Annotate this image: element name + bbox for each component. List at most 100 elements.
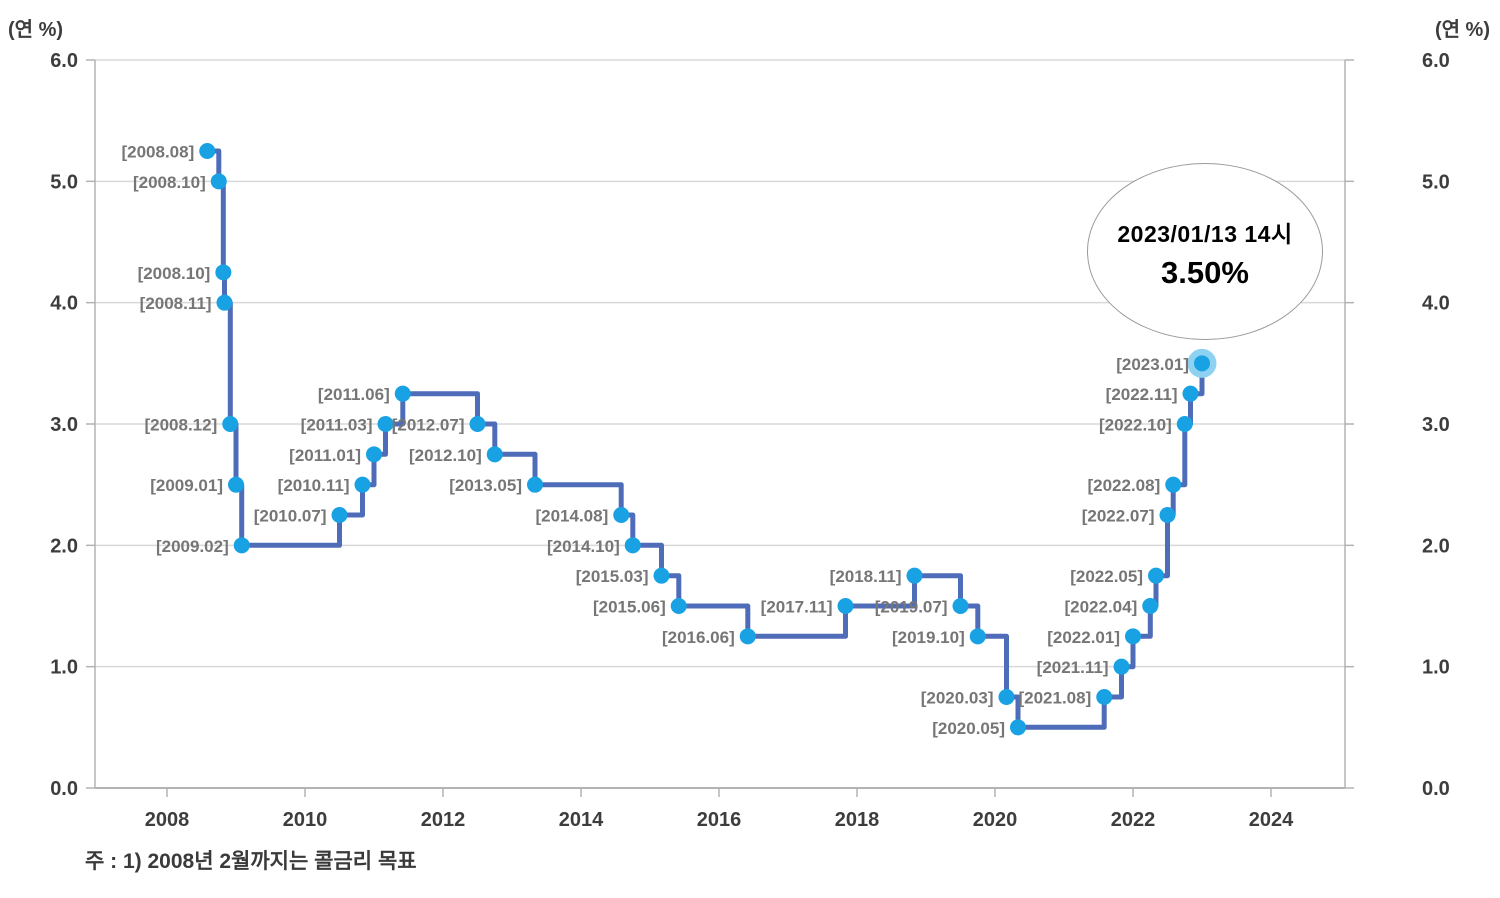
data-point-label: [2022.08]	[1087, 476, 1160, 495]
data-point-marker	[1182, 385, 1199, 402]
data-point-marker	[837, 598, 854, 614]
data-point-marker	[1148, 567, 1164, 584]
data-point-label: [2015.03]	[576, 567, 649, 586]
data-point-label: [2008.10]	[133, 173, 206, 192]
data-point-label: [2010.07]	[254, 507, 327, 526]
data-point-label: [2008.12]	[144, 416, 217, 435]
data-point-marker	[228, 476, 244, 493]
data-point-label: [2018.11]	[830, 567, 902, 586]
data-point-label: [2012.07]	[392, 416, 465, 435]
x-tick-label: 2010	[283, 809, 328, 831]
x-tick-label: 2012	[421, 809, 466, 831]
y-tick-label-right: 6.0	[1422, 50, 1450, 72]
data-point-marker	[653, 567, 670, 584]
y-axis-unit-right: (연 %)	[1434, 19, 1490, 41]
data-point-label: [2023.01]	[1116, 355, 1189, 374]
data-point-label: [2022.05]	[1070, 567, 1143, 586]
data-point-marker	[486, 446, 503, 463]
data-point-marker	[1194, 355, 1210, 372]
data-point-marker	[1096, 689, 1113, 705]
footnote: 주 : 1) 2008년 2월까지는 콜금리 목표	[85, 850, 417, 873]
x-tick-label: 2018	[835, 809, 880, 831]
data-point-marker	[215, 264, 232, 281]
data-point-marker	[624, 537, 641, 554]
y-tick-label-right: 4.0	[1422, 293, 1450, 315]
x-tick-label: 2024	[1249, 809, 1294, 831]
data-point-marker	[394, 385, 411, 402]
y-tick-label-left: 5.0	[50, 171, 78, 193]
y-tick-label-left: 6.0	[50, 50, 78, 72]
data-point-label: [2022.07]	[1082, 507, 1155, 526]
data-point-marker	[377, 416, 394, 432]
data-point-marker	[331, 507, 348, 523]
data-point-label: [2011.06]	[318, 385, 390, 404]
data-point-marker	[1113, 658, 1130, 675]
y-tick-label-left: 0.0	[50, 778, 78, 800]
x-tick-label: 2022	[1111, 809, 1156, 831]
data-point-marker	[613, 507, 630, 523]
data-point-label: [2008.10]	[138, 264, 211, 283]
data-point-marker	[354, 476, 371, 493]
x-tick-label: 2016	[697, 809, 742, 831]
data-point-marker	[233, 537, 250, 554]
data-point-marker	[670, 598, 687, 614]
data-point-label: [2014.08]	[535, 507, 608, 526]
y-tick-label-left: 1.0	[50, 657, 78, 679]
data-point-label: [2017.11]	[761, 598, 833, 617]
data-point-label: [2022.10]	[1099, 416, 1172, 435]
data-point-label: [2012.10]	[409, 446, 482, 465]
x-tick-label: 2008	[145, 809, 190, 831]
y-tick-label-left: 4.0	[50, 293, 78, 315]
y-tick-label-left: 3.0	[50, 414, 78, 436]
data-point-marker	[998, 689, 1015, 705]
data-point-label: [2013.05]	[449, 476, 522, 495]
data-point-marker	[1165, 476, 1182, 493]
data-point-marker	[952, 598, 969, 614]
data-point-marker	[527, 476, 543, 493]
y-tick-label-right: 1.0	[1422, 657, 1450, 679]
data-point-label: [2008.08]	[121, 143, 194, 162]
data-point-marker	[222, 416, 239, 432]
data-point-label: [2010.11]	[278, 476, 350, 495]
data-point-marker	[1176, 416, 1193, 432]
data-point-marker	[1010, 719, 1026, 736]
data-point-marker	[1159, 507, 1176, 523]
y-tick-label-right: 2.0	[1422, 535, 1450, 557]
data-point-marker	[906, 567, 923, 584]
data-point-label: [2021.11]	[1037, 658, 1109, 677]
data-point-label: [2009.01]	[150, 476, 223, 495]
data-point-label: [2016.06]	[662, 628, 735, 647]
data-point-label: [2008.11]	[140, 294, 212, 313]
data-point-marker	[199, 143, 216, 159]
data-point-marker	[739, 628, 756, 645]
callout-datetime: 2023/01/13 14시	[1117, 220, 1293, 247]
data-point-label: [2019.10]	[892, 628, 965, 647]
data-point-marker	[1142, 598, 1159, 614]
data-point-label: [2011.03]	[301, 416, 373, 435]
y-tick-label-right: 3.0	[1422, 414, 1450, 436]
y-tick-label-left: 2.0	[50, 535, 78, 557]
data-point-marker	[469, 416, 486, 432]
x-tick-label: 2014	[559, 809, 604, 831]
y-tick-label-right: 5.0	[1422, 171, 1450, 193]
callout-rate-value: 3.50%	[1161, 254, 1249, 290]
x-tick-label: 2020	[973, 809, 1018, 831]
y-axis-unit-left: (연 %)	[8, 19, 64, 41]
data-point-marker	[366, 446, 382, 463]
data-point-label: [2022.11]	[1106, 385, 1178, 404]
data-point-label: [2020.05]	[932, 719, 1005, 738]
y-tick-label-right: 0.0	[1422, 778, 1450, 800]
data-point-label: [2011.01]	[289, 446, 361, 465]
data-point-label: [2022.01]	[1047, 628, 1120, 647]
data-point-label: [2020.03]	[921, 689, 994, 708]
data-point-label: [2019.07]	[875, 598, 948, 617]
data-point-marker	[216, 294, 233, 311]
data-point-label: [2015.06]	[593, 598, 666, 617]
data-point-label: [2022.04]	[1064, 598, 1137, 617]
data-point-marker	[1125, 628, 1141, 645]
data-point-label: [2014.10]	[547, 537, 620, 556]
data-point-label: [2009.02]	[156, 537, 229, 556]
data-point-label: [2021.08]	[1018, 689, 1091, 708]
